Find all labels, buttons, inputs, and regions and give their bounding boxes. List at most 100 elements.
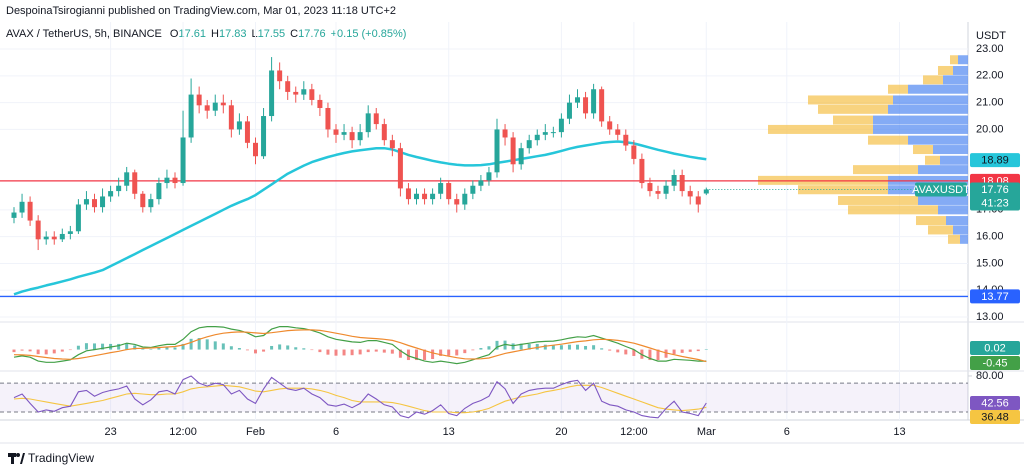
y-tick-label: 20.00	[976, 123, 1004, 135]
histogram-bar	[688, 349, 692, 352]
candle-body	[494, 129, 500, 173]
candle-body	[108, 191, 114, 197]
candle-body	[647, 183, 653, 192]
histogram-bar	[262, 349, 266, 352]
candle-body	[43, 236, 49, 240]
candle-body	[212, 102, 218, 111]
candle-body	[414, 193, 419, 200]
histogram-bar	[398, 349, 402, 358]
volume-profile-down	[888, 84, 908, 94]
candle-body	[172, 177, 178, 184]
histogram-bar	[173, 347, 177, 350]
histogram-bar	[382, 349, 386, 353]
countdown-label: 41:23	[981, 197, 1009, 209]
ohlc-value: 17.76	[298, 28, 326, 40]
volume-profile-down	[948, 234, 960, 244]
volume-profile-up	[888, 104, 968, 114]
histogram-bar	[632, 349, 636, 356]
candle-body	[75, 204, 81, 232]
histogram-bar	[254, 349, 257, 354]
histogram-bar	[471, 349, 475, 351]
volume-profile-down	[916, 216, 946, 226]
symbol-title: AVAX / TetherUS, 5h, BINANCE	[6, 28, 162, 40]
rsi-band	[0, 383, 968, 413]
ma-label: 18.89	[981, 155, 1009, 167]
candle-body	[349, 132, 355, 141]
candle-body	[405, 188, 411, 200]
candle-body	[438, 183, 444, 194]
volume-profile-up	[946, 216, 968, 226]
candle-body	[591, 89, 597, 114]
rsi-ma-label: 36.48	[981, 411, 1009, 423]
histogram-bar	[487, 346, 491, 350]
histogram-bar	[600, 348, 604, 350]
candle-body	[639, 158, 645, 184]
x-tick-label: 13	[893, 426, 905, 438]
histogram-bar	[704, 349, 708, 350]
candle-body	[486, 172, 492, 181]
volume-profile-up	[918, 165, 968, 175]
histogram-label-box	[970, 341, 1020, 356]
volume-profile-up	[908, 135, 968, 145]
candle-body	[526, 140, 532, 149]
histogram-bar	[567, 344, 571, 350]
grid	[0, 22, 968, 420]
volume-profile-up	[918, 195, 968, 205]
ohlc-value: 17.55	[258, 28, 286, 40]
volume-profile-down	[838, 195, 918, 205]
histogram-bar	[664, 349, 668, 358]
volume-profile-up	[893, 95, 968, 105]
candle-body	[583, 97, 589, 114]
candle-body	[11, 212, 17, 218]
candle-body	[59, 233, 65, 240]
logo-part	[16, 453, 20, 457]
candle-body	[180, 137, 186, 184]
rsi-label-box	[970, 395, 1020, 410]
histogram-bar	[149, 349, 153, 350]
candle-body	[454, 199, 460, 205]
brand-logo	[8, 453, 25, 464]
x-tick-label: 12:00	[620, 426, 648, 438]
volume-profile-down	[928, 225, 953, 235]
histogram-bar	[535, 343, 539, 350]
histogram-bar	[101, 343, 105, 350]
histogram-bar	[189, 338, 193, 350]
candle-body	[631, 145, 637, 159]
volume-profile-up	[873, 115, 968, 125]
x-tick-label: 12:00	[169, 426, 197, 438]
candle-body	[623, 134, 629, 146]
candle-body	[156, 183, 162, 200]
histogram-bar	[221, 343, 225, 350]
candle-body	[607, 121, 613, 130]
y-tick-label: 22.00	[976, 70, 1004, 82]
volume-profile-down	[848, 205, 938, 215]
logo-part	[11, 453, 14, 464]
histogram-bar	[229, 346, 233, 350]
volume-profile-up	[873, 124, 968, 134]
histogram-bar	[310, 349, 314, 351]
histogram-bar	[294, 347, 298, 350]
candle-body	[100, 196, 106, 208]
histogram-bar	[326, 349, 330, 355]
candle-body	[430, 193, 436, 200]
candle-body	[389, 140, 395, 149]
candle-body	[132, 172, 138, 194]
volume-profile-down	[938, 65, 953, 75]
histogram-bar	[20, 349, 24, 351]
candle-body	[244, 121, 250, 143]
candle-body	[365, 113, 371, 133]
histogram-bar	[117, 343, 121, 350]
candle-body	[325, 107, 331, 130]
histogram-bar	[36, 349, 40, 355]
histogram-bar	[543, 344, 547, 350]
candle-body	[333, 129, 339, 135]
candle-body	[309, 89, 315, 100]
histogram-bar	[133, 345, 137, 350]
histogram-bar	[60, 349, 64, 352]
symbol-legend: AVAX / TetherUS, 5h, BINANCE O17.61 H17.83…	[6, 28, 406, 40]
volume-profile-down	[818, 104, 888, 114]
candle-body	[116, 185, 122, 192]
histogram-bar	[358, 349, 362, 355]
candle-body	[164, 177, 170, 184]
volume-profile-down	[833, 115, 873, 125]
